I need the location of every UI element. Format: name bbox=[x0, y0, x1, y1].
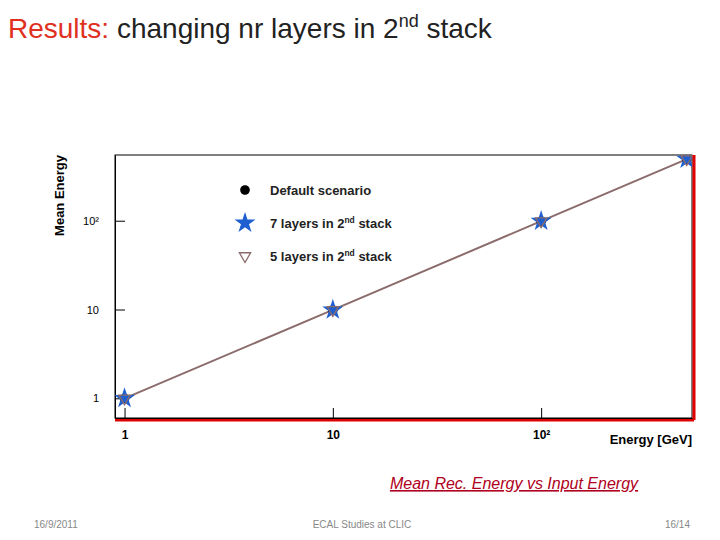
data-point bbox=[119, 395, 130, 405]
legend: Default scenario 7 layers in 2nd stack 5 l… bbox=[236, 183, 392, 264]
data-point bbox=[681, 156, 692, 166]
x-tick-label: 10² bbox=[533, 428, 550, 442]
x-tick-mark bbox=[333, 408, 334, 418]
data-point bbox=[327, 307, 338, 317]
title-tail: stack bbox=[419, 13, 493, 44]
x-tick-label: 10 bbox=[327, 428, 341, 442]
legend-label: Default scenario bbox=[270, 183, 371, 198]
title-text: changing nr layers in 2 bbox=[117, 13, 399, 44]
data-point bbox=[324, 301, 341, 317]
frame-shadow-bottom bbox=[115, 419, 694, 422]
data-point bbox=[533, 212, 550, 228]
x-tick: 1 bbox=[122, 408, 129, 442]
y-tick-label: 10² bbox=[83, 215, 99, 227]
y-tick-mark bbox=[115, 221, 125, 222]
y-tick-label: 1 bbox=[93, 392, 99, 404]
caption: Mean Rec. Energy vs Input Energy bbox=[390, 475, 639, 492]
legend-marker bbox=[241, 186, 249, 194]
footer-page: 16/14 bbox=[665, 519, 690, 530]
title-sup: nd bbox=[399, 11, 419, 31]
y-tick: 10 bbox=[87, 304, 125, 316]
slide-title: Results: changing nr layers in 2nd stack bbox=[8, 11, 493, 44]
legend-label: 5 layers in 2nd stack bbox=[270, 248, 392, 264]
x-tick: 10 bbox=[327, 408, 341, 442]
x-tick: 10² bbox=[533, 408, 550, 442]
data-point bbox=[116, 389, 133, 405]
x-axis-line bbox=[116, 418, 693, 419]
slide: Results: changing nr layers in 2nd stack… bbox=[0, 0, 720, 540]
legend-label: 7 layers in 2nd stack bbox=[270, 215, 392, 231]
x-axis: 1 10 10² bbox=[116, 408, 693, 442]
x-tick-mark bbox=[541, 408, 542, 418]
y-axis: 1 10 10² bbox=[83, 156, 125, 419]
x-tick-mark bbox=[125, 408, 126, 418]
plot-frame bbox=[115, 155, 692, 418]
x-tick-label: 1 bbox=[122, 428, 129, 442]
data-point bbox=[535, 218, 546, 228]
series-line bbox=[125, 159, 687, 398]
y-tick-mark bbox=[115, 310, 125, 311]
legend-marker bbox=[239, 253, 250, 263]
x-axis-title: Energy [GeV] bbox=[610, 432, 692, 447]
y-tick-label: 10 bbox=[87, 304, 99, 316]
footer-text: ECAL Studies at CLIC bbox=[313, 519, 412, 530]
footer-date: 16/9/2011 bbox=[34, 519, 78, 530]
frame-shadow-right bbox=[693, 155, 696, 420]
legend-marker bbox=[236, 214, 253, 230]
y-axis-title: Mean Energy bbox=[52, 154, 67, 236]
plot-marks bbox=[116, 155, 692, 406]
data-point bbox=[678, 155, 692, 166]
y-axis-line bbox=[115, 156, 116, 419]
y-tick: 10² bbox=[83, 215, 125, 227]
title-lead: Results: bbox=[8, 13, 117, 44]
